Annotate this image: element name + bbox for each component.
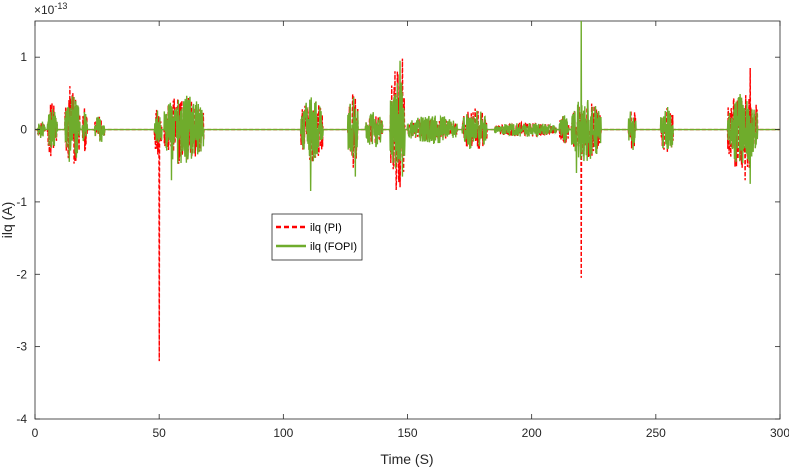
legend-label-fopi: ilq (FOPI) (310, 241, 357, 253)
x-axis-title: Time (S) (380, 451, 433, 467)
series-layer (35, 21, 780, 362)
y-tick-label: -1 (16, 195, 27, 209)
y-axis-title: ilq (A) (0, 202, 15, 239)
x-tick-label: 50 (152, 426, 166, 440)
legend-label-pi: ilq (PI) (310, 222, 342, 234)
x-tick-label: 150 (397, 426, 417, 440)
legend: ilq (PI) ilq (FOPI) (271, 213, 363, 261)
y-tick-label: -4 (16, 412, 27, 426)
x-tick-label: 300 (770, 426, 789, 440)
legend-box (271, 213, 363, 261)
y-tick-label: -3 (16, 340, 27, 354)
series-line-fopi (35, 21, 780, 192)
y-tick-label: 0 (20, 123, 27, 137)
x-tick-label: 250 (646, 426, 666, 440)
y-tick-label: -2 (16, 267, 27, 281)
x-tick-label: 200 (522, 426, 542, 440)
tick-layer: 0 50 100 150 200 250 300 -4 -3 -2 -1 0 1 (16, 21, 789, 440)
plot-area (34, 20, 781, 420)
y-exponent-label: ×10-13 (34, 1, 67, 17)
x-tick-label: 100 (273, 426, 293, 440)
y-tick-label: 1 (20, 50, 27, 64)
x-tick-label: 0 (32, 426, 39, 440)
